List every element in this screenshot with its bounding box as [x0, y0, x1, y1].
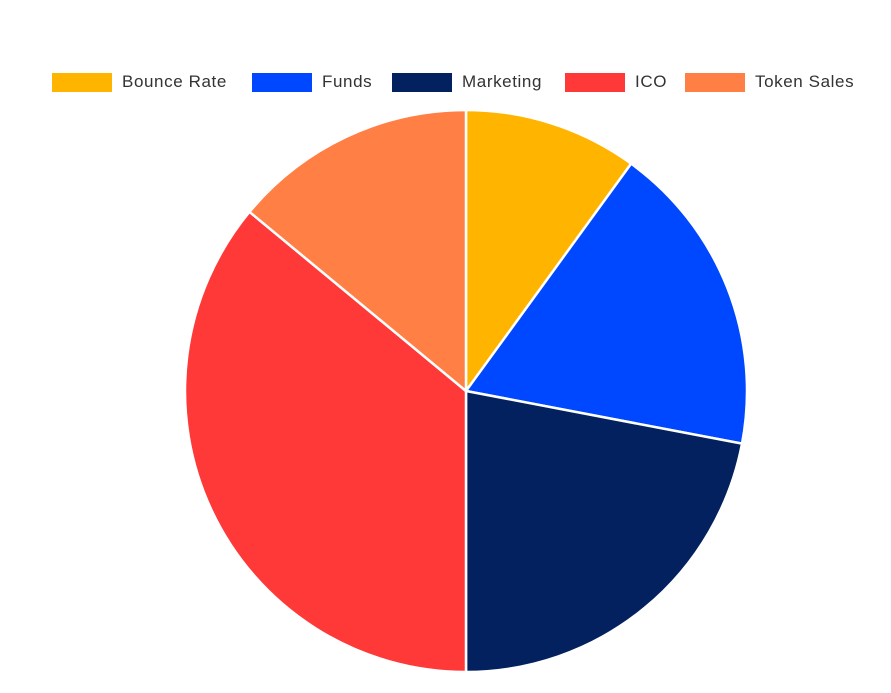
legend-label-funds: Funds [322, 72, 373, 91]
legend-label-marketing: Marketing [462, 72, 543, 91]
pie-slice-bounce-rate[interactable] [464, 108, 633, 393]
legend-swatch-funds [252, 72, 312, 92]
legend-item-bounce-rate[interactable]: Bounce Rate [52, 71, 227, 93]
pie-slice-token-sales[interactable] [248, 108, 468, 393]
legend-label-ico: ICO [635, 72, 668, 91]
legend-item-token-sales[interactable]: Token Sales [685, 71, 854, 93]
chart-legend: Bounce Rate Funds Marketing ICO Token Sa… [0, 71, 891, 93]
legend-item-marketing[interactable]: Marketing [392, 71, 542, 93]
legend-label-bounce-rate: Bounce Rate [122, 72, 227, 91]
legend-swatch-bounce-rate [52, 72, 112, 92]
pie-slice-marketing[interactable] [464, 389, 744, 674]
legend-item-ico[interactable]: ICO [565, 71, 667, 93]
pie-slice-funds[interactable] [464, 162, 749, 445]
legend-swatch-token-sales [685, 72, 745, 92]
pie-slice-ico[interactable] [183, 210, 468, 674]
legend-item-funds[interactable]: Funds [252, 71, 372, 93]
legend-swatch-marketing [392, 72, 452, 92]
legend-swatch-ico [565, 72, 625, 92]
legend-label-token-sales: Token Sales [755, 72, 855, 91]
